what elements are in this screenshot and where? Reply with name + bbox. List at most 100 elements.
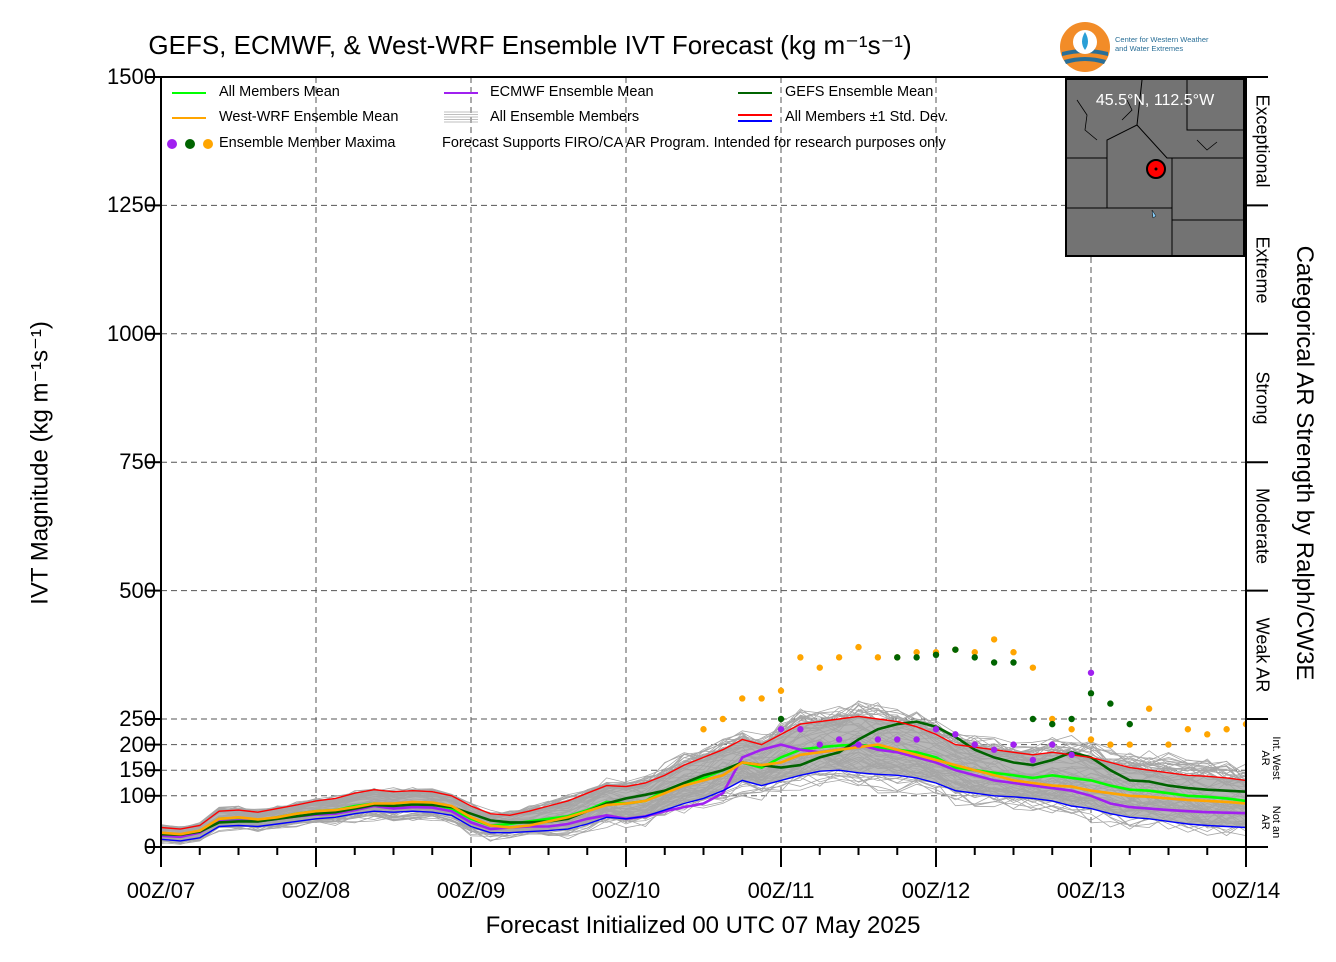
category-strong: Strong (1252, 371, 1273, 425)
maxima-wrf-24 (1165, 741, 1172, 748)
member-line-67 (161, 772, 1246, 843)
y-tick-label-0: 0 (143, 834, 156, 859)
axes (145, 76, 1268, 867)
maxima-wrf-20 (1087, 736, 1095, 743)
maxima-gefs-1 (894, 654, 901, 661)
maxima-gefs-13 (1126, 720, 1133, 728)
maxima-ecmwf-13 (1029, 756, 1037, 764)
maxima-gefs-8 (1029, 715, 1037, 723)
category-not-an-line2: AR (1259, 814, 1271, 830)
maxima-wrf-6 (816, 664, 823, 671)
maxima-wrf-18 (1049, 715, 1056, 723)
x-tick-label-7: 00Z/14 (1211, 878, 1281, 903)
y-tick-label-1500: 1500 (107, 64, 156, 89)
maxima-ecmwf-8 (932, 726, 940, 733)
maxima-wrf-4 (777, 687, 785, 694)
legend-maxima: Ensemble Member Maxima (219, 135, 396, 151)
maxima-gefs-12 (1107, 700, 1114, 707)
y-tick-label-250: 250 (119, 706, 156, 731)
member-line-57 (161, 755, 1246, 839)
maxima-wrf-0 (700, 726, 707, 733)
legend-swatches (167, 92, 772, 149)
maxima-ecmwf-5 (874, 736, 882, 743)
maxima-ecmwf-15 (1068, 751, 1075, 759)
category-extreme: Extreme (1252, 236, 1273, 304)
maxima-wrf-17 (1029, 664, 1037, 671)
swatch-max-wrf (203, 139, 213, 149)
maxima-wrf-7 (835, 654, 843, 661)
maxima-gefs-9 (1049, 720, 1056, 728)
member-line-14 (161, 756, 1246, 841)
maxima-gefs-6 (990, 659, 998, 666)
x-tick-label-1: 00Z/08 (281, 878, 351, 903)
maxima-ecmwf-10 (971, 741, 978, 748)
x-tick-label-6: 00Z/13 (1056, 878, 1126, 903)
category-exceptional: Exceptional (1252, 94, 1273, 188)
y-tick-label-100: 100 (119, 782, 156, 808)
maxima-gefs-0 (777, 715, 785, 723)
x-tick-label-4: 00Z/11 (747, 878, 815, 903)
series-line-3 (161, 743, 1246, 836)
y-tick-label-1250: 1250 (107, 192, 156, 218)
maxima-points (700, 636, 1246, 764)
member-line-63 (161, 714, 1246, 830)
series-lines (161, 715, 1246, 842)
maxima-gefs-10 (1068, 715, 1075, 723)
legend-wrf-mean: West-WRF Ensemble Mean (219, 109, 399, 125)
maxima-ecmwf-2 (816, 741, 823, 748)
y-tick-label-150: 150 (119, 757, 156, 783)
maxima-ecmwf-16 (1087, 669, 1095, 676)
maxima-gefs-4 (952, 646, 959, 653)
x-tick-label-3: 00Z/10 (591, 878, 661, 903)
category-moderate: Moderate (1252, 487, 1273, 565)
maxima-ecmwf-7 (913, 736, 920, 743)
maxima-gefs-2 (913, 654, 920, 661)
member-line-49 (161, 769, 1246, 844)
y-tick-label-200: 200 (119, 731, 156, 757)
map-borders (1067, 80, 1243, 255)
maxima-ecmwf-14 (1049, 741, 1056, 748)
legend-all-mean: All Members Mean (219, 84, 340, 100)
member-line-53 (161, 757, 1246, 841)
category-int-west-line2: AR (1259, 750, 1271, 766)
maxima-ecmwf-11 (990, 746, 998, 753)
legend-std-dev: All Members ±1 Std. Dev. (785, 109, 949, 125)
right-axis-label: Categorical AR Strength by Ralph/CW3E (1291, 245, 1318, 681)
logo-line-2: and Water Extremes (1115, 44, 1184, 53)
legend-ecmwf-mean: ECMWF Ensemble Mean (490, 84, 654, 100)
maxima-wrf-15 (990, 636, 998, 643)
maxima-wrf-9 (874, 654, 882, 661)
chart-title: GEFS, ECMWF, & West-WRF Ensemble IVT For… (148, 30, 912, 60)
category-int-west-line1: Int. West (1270, 736, 1282, 780)
y-tick-label-500: 500 (119, 577, 156, 603)
legend-gefs-mean: GEFS Ensemble Mean (785, 84, 934, 100)
series-line-2 (161, 720, 1246, 837)
legend-note: Forecast Supports FIRO/CA AR Program. In… (442, 135, 946, 151)
inset-map: 45.5°N, 112.5°W (1065, 78, 1245, 257)
member-line-60 (161, 731, 1246, 834)
inset-location: 45.5°N, 112.5°W (1095, 92, 1215, 109)
maxima-wrf-25 (1184, 726, 1192, 733)
maxima-ecmwf-12 (1010, 741, 1017, 748)
maxima-ecmwf-0 (777, 726, 785, 733)
grid-lines (161, 77, 1246, 847)
maxima-wrf-22 (1126, 741, 1133, 748)
logo-line-1: Center for Western Weather (1115, 35, 1209, 44)
maxima-wrf-11 (913, 649, 920, 656)
swatch-max-gefs (185, 139, 195, 149)
category-int-west: Int. West AR (1259, 736, 1282, 780)
maxima-wrf-2 (739, 695, 746, 702)
maxima-wrf-16 (1010, 649, 1017, 656)
maxima-wrf-26 (1204, 731, 1211, 738)
maxima-ecmwf-1 (797, 726, 804, 733)
maxima-gefs-3 (932, 651, 940, 658)
maxima-ecmwf-6 (894, 736, 901, 743)
maxima-gefs-5 (971, 654, 978, 661)
series-line-5 (161, 769, 1246, 842)
series-line-4 (161, 715, 1246, 830)
x-tick-label-2: 00Z/09 (436, 878, 506, 903)
maxima-ecmwf-9 (952, 731, 959, 738)
maxima-ecmwf-4 (855, 741, 862, 748)
x-tick-label-5: 00Z/12 (901, 878, 971, 903)
